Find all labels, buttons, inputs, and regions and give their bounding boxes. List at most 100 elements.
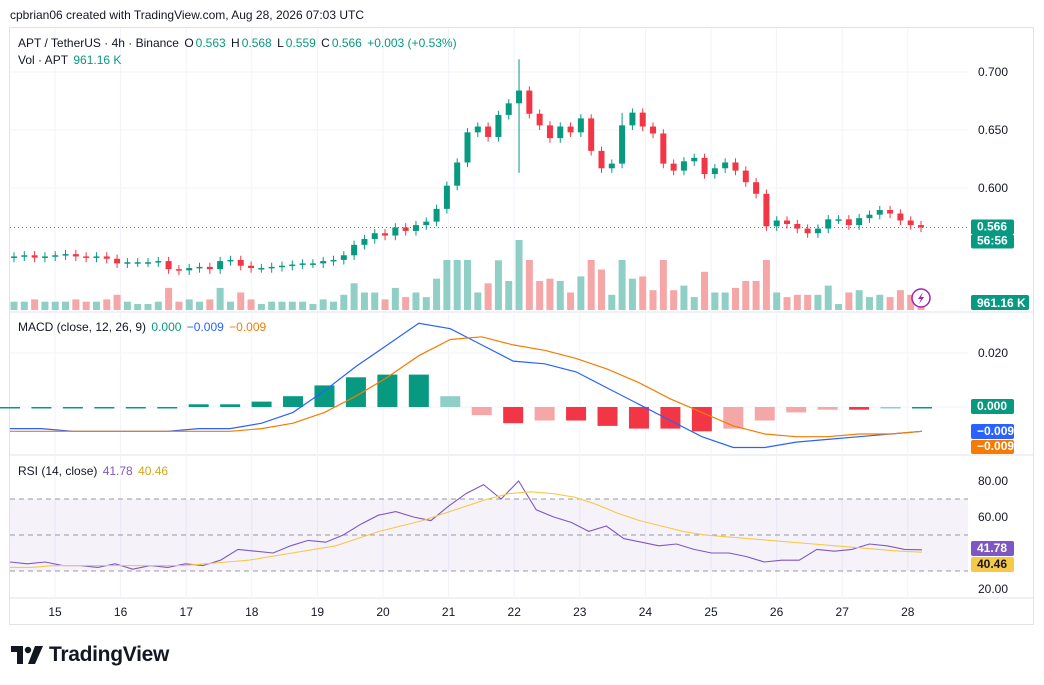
volume-bar [268,301,276,310]
volume-bar [381,299,389,310]
candle-body [742,170,749,183]
volume-bar [123,301,131,310]
rsi-ma-line [10,491,923,568]
macd-hist-bar [157,407,178,409]
price-tag: 0.566 [977,219,1007,233]
macd-hist-bar [377,374,398,407]
candle-body [268,266,275,269]
x-tick-label: 20 [376,605,390,619]
candle-body [567,126,574,133]
candle-body [340,255,347,260]
volume-bar [608,294,616,310]
volume-bar [721,292,729,310]
y-tick-label: 60.00 [978,510,1008,524]
macd-line-value: −0.009 [186,320,224,334]
candle-body [93,256,100,258]
symbol-label[interactable]: APT / TetherUS · 4h · Binance [18,36,179,50]
macd-signal-tag-bg [971,440,1014,454]
volume-bar [134,304,142,310]
grid-layer [10,28,1034,599]
tradingview-logo-text: TradingView [49,643,170,666]
candle-body [206,266,213,270]
macd-hist-bar [754,407,775,421]
volume-bar [350,283,358,310]
volume-bar [556,281,564,310]
macd-hist-bar [534,407,555,421]
volume-value: 961.16 K [73,53,122,67]
macd-hist-bar [440,396,461,407]
volume-bar [515,240,523,310]
candle-body [371,233,378,240]
low-label: L [277,36,284,50]
macd-hist-bar [125,407,146,409]
candle-body [670,163,677,171]
rsi-ma-tag-bg [971,557,1014,572]
volume-bar [835,304,843,310]
volume-bar [20,301,28,310]
tradingview-logo[interactable]: TradingView [11,643,169,667]
rsi-bands [10,498,968,572]
price-legend[interactable]: APT / TetherUS · 4h · Binance O 0.563 H 0.… [18,36,459,50]
candle-body [114,258,121,264]
candle-body [474,126,481,133]
volume-bar [340,294,348,310]
x-tick-label: 24 [639,605,653,619]
candle-body [887,210,894,214]
volume-tag-bg [971,295,1029,310]
open-value: 0.563 [195,36,226,50]
candle-body [825,219,832,229]
high-label: H [231,36,240,50]
candle-body [784,220,791,224]
candle-body [454,162,461,186]
volume-bar [391,287,399,310]
volume-bar [752,281,760,310]
macd-hist-bar [345,377,366,407]
candle-body [227,259,234,262]
candle-body [361,239,368,245]
volume-bar [371,292,379,310]
volume-bar [226,301,234,310]
macd-legend[interactable]: MACD (close, 12, 26, 9) 0.000 −0.009 −0.… [18,320,268,334]
volume-bar [762,260,770,310]
volume-bar [618,260,626,310]
volume-bar [814,294,822,310]
macd-hist-bar [314,385,335,407]
lightning-icon [911,288,931,308]
volume-bar [649,290,657,310]
x-tick-label: 23 [573,605,587,619]
macd-line-tag-bg [971,424,1014,439]
volume-bar [62,301,70,310]
candle-body [763,193,770,227]
volume-bar [701,271,709,310]
x-tick-label: 15 [48,605,62,619]
volume-legend[interactable]: Vol · APT 961.16 K [18,53,123,67]
candle-body [165,261,172,270]
macd-hist-bar [817,407,838,410]
candle-body [83,256,90,258]
volume-bar [628,278,636,310]
macd-signal-tag: −0.009 [977,439,1014,453]
volume-bar [896,290,904,310]
candle-body [557,126,564,139]
volume-bar [154,301,162,310]
candle-body [289,264,296,267]
candle-body [175,269,182,271]
macd-hist-bar [283,396,304,407]
y-tick-label: 80.00 [978,474,1008,488]
macd-signal-line [10,336,923,438]
chart-frame [9,27,1034,625]
rsi-legend[interactable]: RSI (14, close) 41.78 40.46 [18,464,170,478]
volume-bar [577,276,585,310]
rsi-value: 41.78 [102,464,133,478]
candle-body [814,228,821,234]
volume-bar [288,301,296,310]
candle-body [11,256,17,258]
macd-line-tag: −0.009 [977,424,1014,438]
volume-bar [484,283,492,310]
candle-body [299,263,306,265]
candle-body [619,125,626,164]
volume-bar [639,276,647,310]
volume-bar [783,297,791,310]
x-tick-label: 18 [245,605,259,619]
